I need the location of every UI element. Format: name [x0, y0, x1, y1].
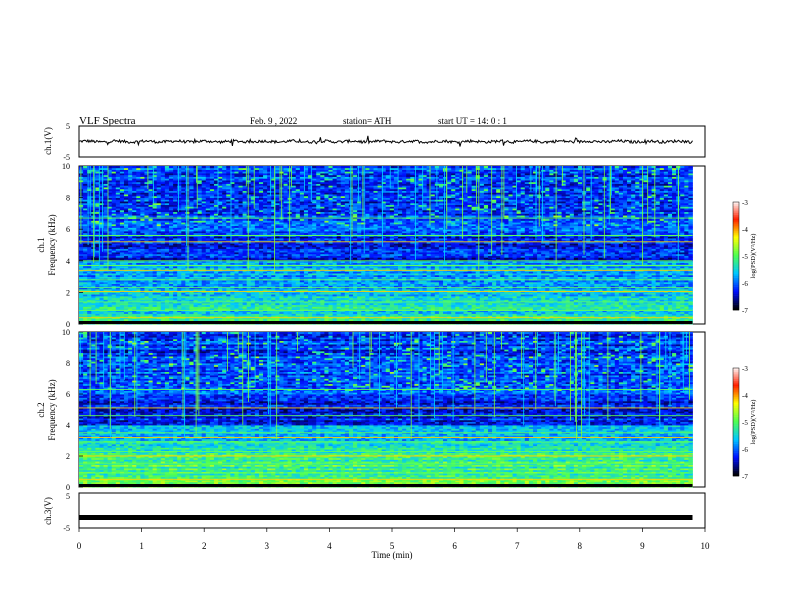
ch1-waveform-panel: 5 -5 ch.1(V)	[43, 122, 705, 162]
ch1-waveform-ylabel: ch.1(V)	[43, 127, 53, 155]
chart-title: VLF Spectra	[79, 115, 136, 127]
ch1-ytick-top: 5	[66, 122, 70, 131]
ch1-ytick-bottom: -5	[63, 153, 70, 162]
start-ut-label: start UT = 14: 0 : 1	[438, 116, 507, 126]
station-label: station= ATH	[343, 116, 392, 126]
ch1-spectrogram-image	[79, 166, 693, 324]
date-label: Feb. 9 , 2022	[250, 116, 297, 126]
vlf-spectra-figure: VLF Spectra Feb. 9 , 2022 station= ATH s…	[0, 0, 792, 612]
